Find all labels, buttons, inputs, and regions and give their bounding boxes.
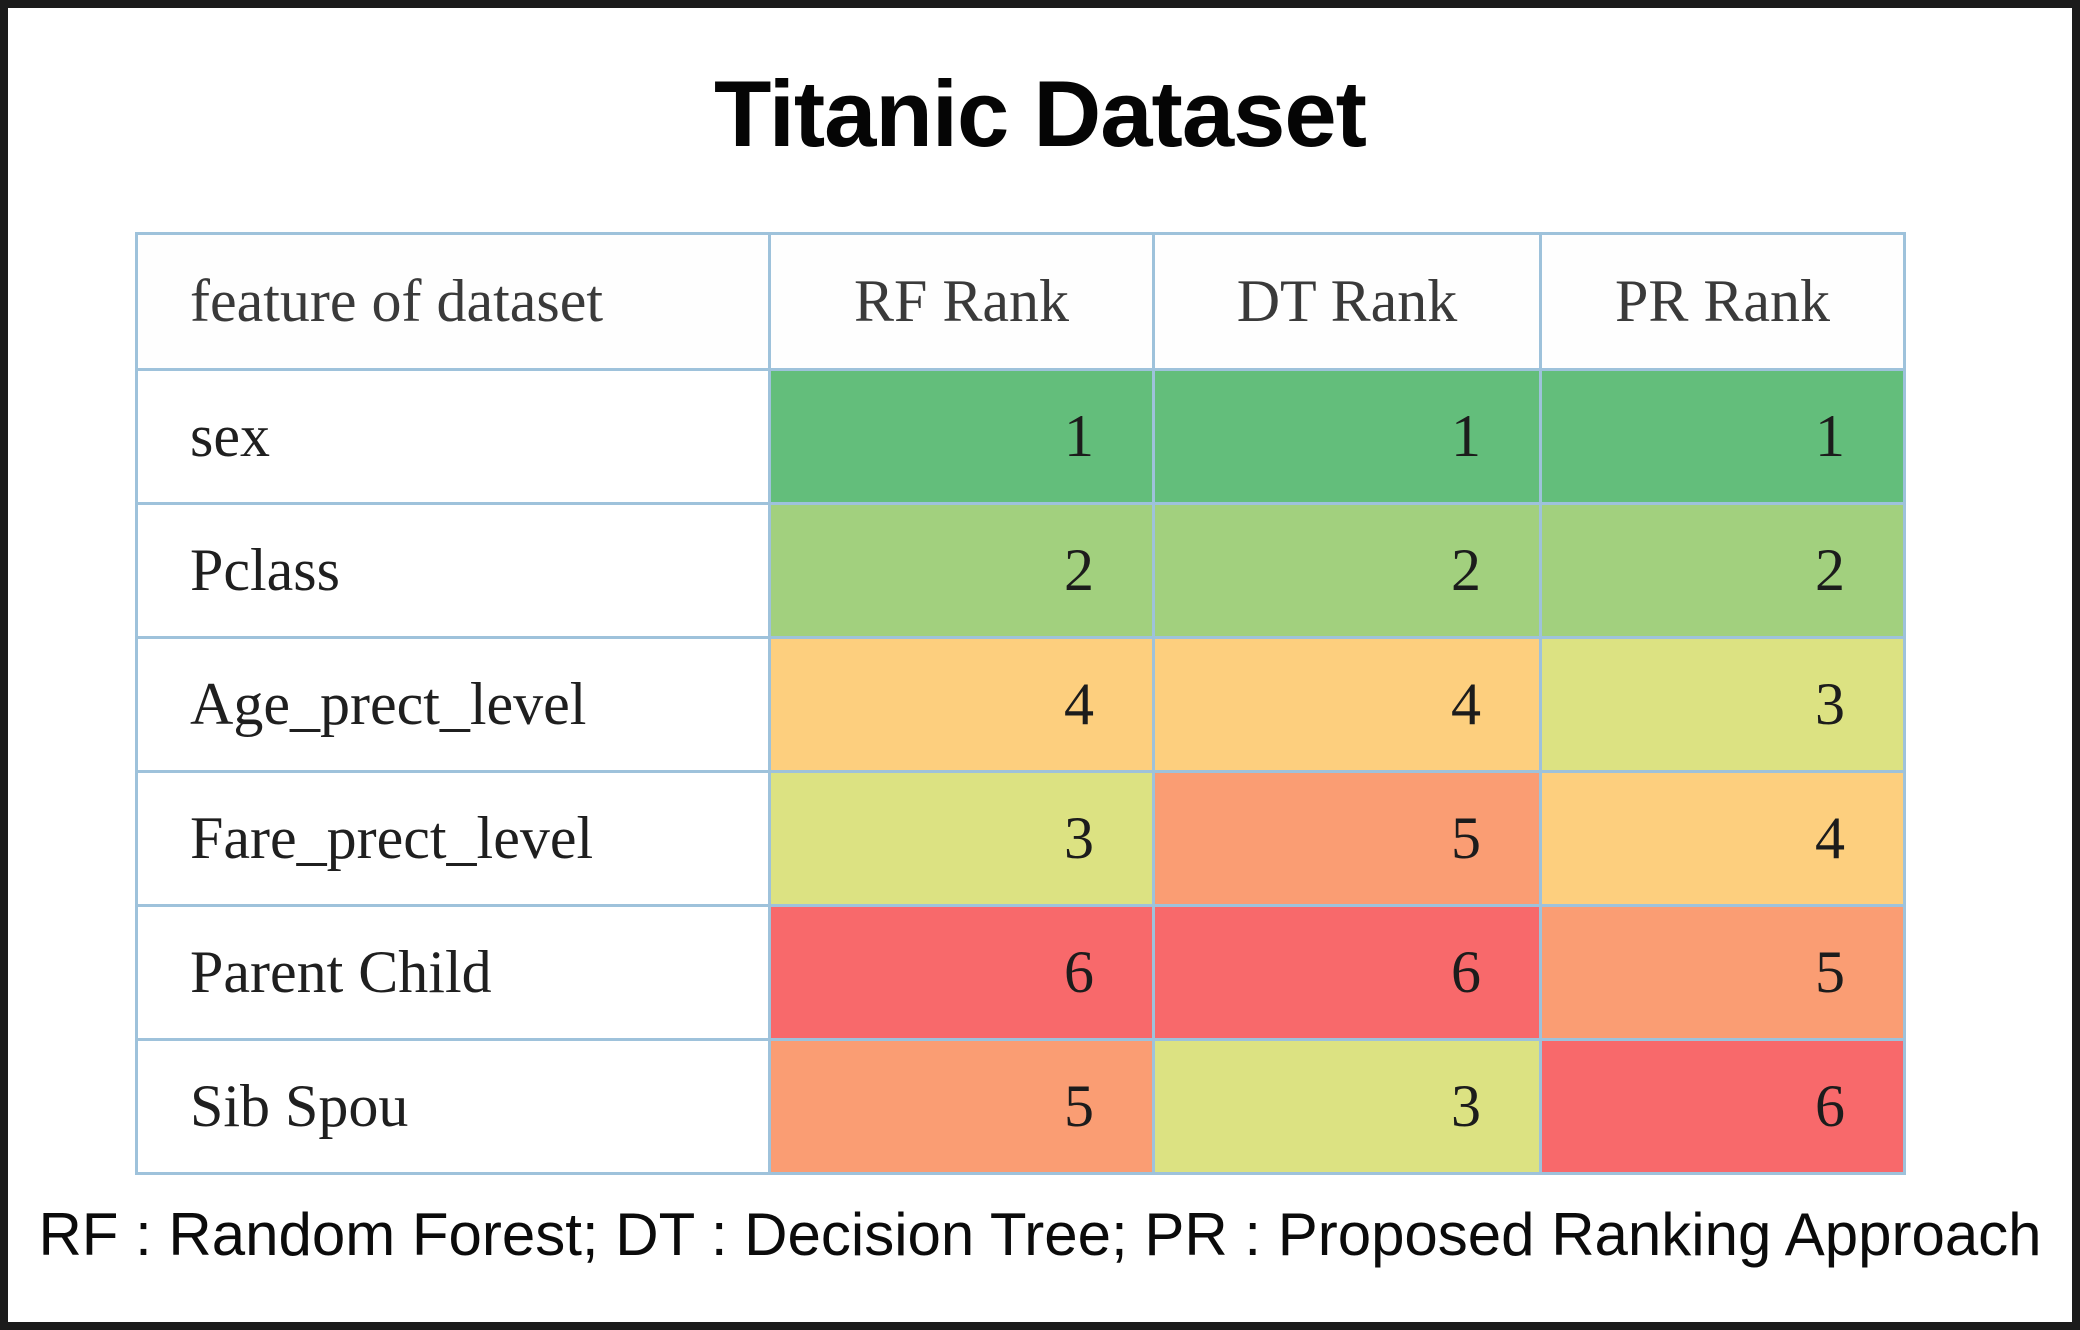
- table-row: Sib Spou 5 3 6: [135, 1038, 1906, 1175]
- table-row: Parent Child 6 6 5: [135, 904, 1906, 1041]
- dt-rank-cell: 1: [1152, 368, 1542, 505]
- dt-rank-cell: 2: [1152, 502, 1542, 639]
- rf-rank-cell: 2: [768, 502, 1155, 639]
- rf-rank-cell: 1: [768, 368, 1155, 505]
- header-feature-of-dataset: feature of dataset: [135, 232, 771, 371]
- figure-title: Titanic Dataset: [714, 61, 1367, 166]
- rf-rank-cell: 4: [768, 636, 1155, 773]
- legend-note: RF : Random Forest; DT : Decision Tree; …: [38, 1201, 2042, 1268]
- header-row: feature of dataset RF Rank DT Rank PR Ra…: [135, 232, 1906, 371]
- header-rf-rank: RF Rank: [768, 232, 1155, 371]
- table-row: Pclass 2 2 2: [135, 502, 1906, 639]
- pr-rank-cell: 1: [1539, 368, 1906, 505]
- dt-rank-cell: 3: [1152, 1038, 1542, 1175]
- feature-name-cell: Pclass: [135, 502, 771, 639]
- pr-rank-cell: 4: [1539, 770, 1906, 907]
- rf-rank-cell: 6: [768, 904, 1155, 1041]
- feature-name-cell: Age_prect_level: [135, 636, 771, 773]
- pr-rank-cell: 3: [1539, 636, 1906, 773]
- pr-rank-cell: 2: [1539, 502, 1906, 639]
- pr-rank-cell: 5: [1539, 904, 1906, 1041]
- feature-name-cell: Sib Spou: [135, 1038, 771, 1175]
- table-row: Age_prect_level 4 4 3: [135, 636, 1906, 773]
- dt-rank-cell: 6: [1152, 904, 1542, 1041]
- pr-rank-cell: 6: [1539, 1038, 1906, 1175]
- header-pr-rank: PR Rank: [1539, 232, 1906, 371]
- dt-rank-cell: 5: [1152, 770, 1542, 907]
- feature-name-cell: sex: [135, 368, 771, 505]
- header-dt-rank: DT Rank: [1152, 232, 1542, 371]
- table-row: Fare_prect_level 3 5 4: [135, 770, 1906, 907]
- feature-ranking-table: feature of dataset RF Rank DT Rank PR Ra…: [135, 232, 1906, 1175]
- feature-name-cell: Parent Child: [135, 904, 771, 1041]
- rf-rank-cell: 3: [768, 770, 1155, 907]
- feature-name-cell: Fare_prect_level: [135, 770, 771, 907]
- table-row: sex 1 1 1: [135, 368, 1906, 505]
- dt-rank-cell: 4: [1152, 636, 1542, 773]
- rf-rank-cell: 5: [768, 1038, 1155, 1175]
